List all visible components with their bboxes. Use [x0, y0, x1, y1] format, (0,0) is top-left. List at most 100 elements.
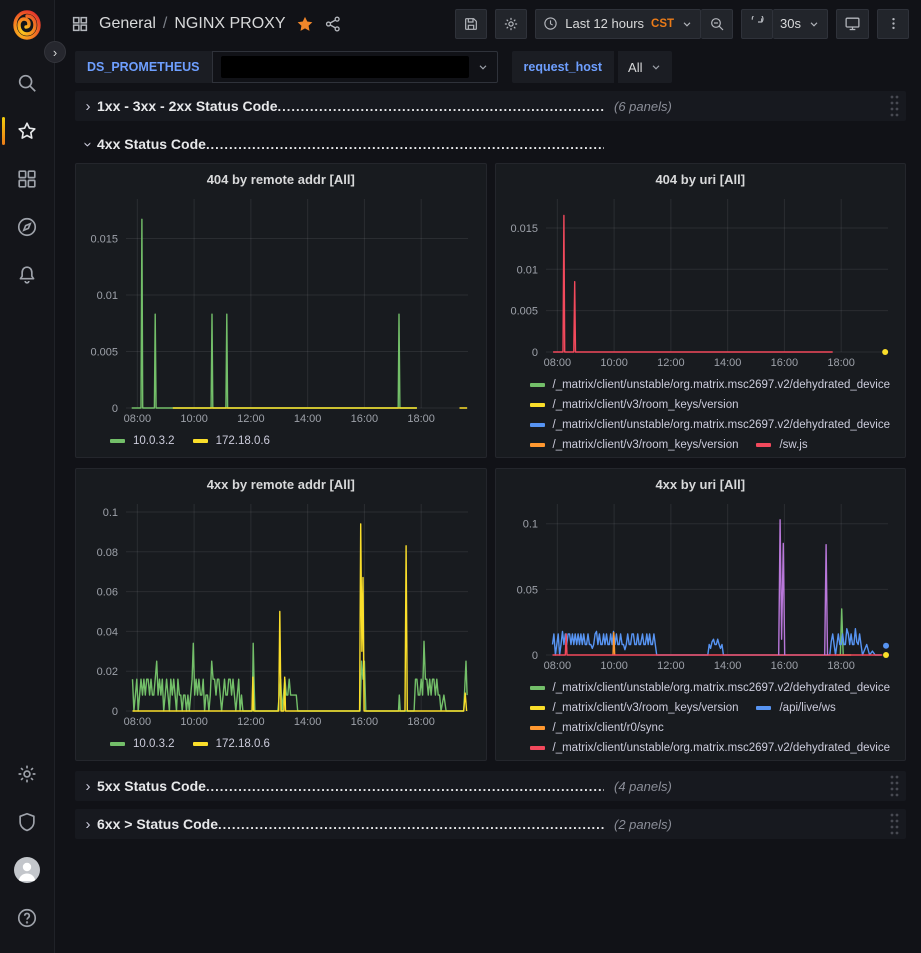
legend-swatch [529, 686, 545, 690]
chevron-right-icon: › [85, 97, 91, 115]
more-options-button[interactable] [877, 8, 909, 39]
svg-text:0.015: 0.015 [90, 234, 118, 246]
legend-item[interactable]: /sw.js [756, 435, 808, 451]
legend-swatch [529, 726, 545, 730]
grafana-logo-icon [13, 10, 41, 40]
panel-title[interactable]: 4xx by remote addr [All] [206, 477, 355, 492]
sidebar-item-explore[interactable] [0, 206, 55, 248]
legend-swatch [529, 746, 545, 750]
panel-grid: 404 by remote addr [All] 0 0.005 0.01 0.015… [75, 163, 906, 761]
grafana-logo[interactable] [12, 10, 42, 40]
breadcrumb[interactable]: General / NGINX PROXY [99, 15, 286, 33]
row-title: 6xx > Status Code [97, 816, 218, 832]
refresh-button[interactable] [741, 8, 774, 39]
chevron-right-icon: › [85, 777, 91, 795]
compass-icon [17, 217, 37, 237]
help-icon [17, 908, 37, 928]
legend-label: /_matrix/client/v3/room_keys/version [552, 702, 739, 714]
svg-text:08:00: 08:00 [124, 716, 152, 728]
caret-down-icon [683, 21, 691, 27]
sidebar-item-alerting[interactable] [0, 254, 55, 296]
legend-item[interactable]: /_matrix/client/r0/sync [529, 718, 664, 738]
page-title: NGINX PROXY [174, 14, 286, 32]
svg-text:08:00: 08:00 [543, 357, 571, 369]
time-range-label: Last 12 hours [565, 16, 645, 31]
sidebar: › [0, 0, 66, 953]
sidebar-item-profile[interactable] [0, 849, 55, 891]
svg-text:12:00: 12:00 [237, 716, 265, 728]
row-1xx-3xx-2xx[interactable]: › 1xx - 3xx - 2xx Status Code ..........… [75, 91, 906, 121]
clock-icon [544, 17, 557, 30]
tv-mode-button[interactable] [836, 8, 869, 39]
sidebar-expand-button[interactable]: › [44, 41, 66, 63]
caret-down-icon [479, 65, 486, 70]
row-4xx[interactable]: › 4xx Status Code ......................… [75, 129, 906, 159]
legend-swatch [192, 742, 208, 746]
svg-text:0.05: 0.05 [516, 584, 537, 596]
breadcrumb-section[interactable]: General [99, 14, 156, 32]
favorite-star-icon[interactable] [296, 15, 314, 33]
refresh-interval-picker[interactable]: 30s [773, 8, 828, 39]
svg-text:0: 0 [112, 706, 118, 718]
legend-item[interactable]: 10.0.3.2 [110, 431, 175, 451]
legend-item[interactable]: /_matrix/client/v3/room_keys/version [529, 698, 739, 718]
sidebar-item-dashboards[interactable] [0, 158, 55, 200]
row-5xx[interactable]: › 5xx Status Code ......................… [75, 771, 906, 801]
sidebar-item-starred[interactable] [0, 110, 55, 152]
panel-title[interactable]: 4xx by uri [All] [655, 477, 746, 492]
svg-text:18:00: 18:00 [407, 716, 435, 728]
legend-item[interactable]: /_matrix/client/unstable/org.matrix.msc2… [529, 415, 890, 435]
star-icon [18, 122, 36, 139]
svg-text:0: 0 [531, 650, 537, 662]
row-leader-dots: ........................................… [205, 136, 604, 152]
dashboard-settings-button[interactable] [495, 8, 528, 39]
timeseries-chart[interactable]: 0 0.02 0.04 0.06 0.08 0.1 08:00 10:00 12:00 14:00… [84, 496, 478, 730]
caret-down-icon [810, 21, 818, 27]
variable-picker-datasource[interactable] [211, 51, 498, 83]
zoom-out-button[interactable] [701, 8, 734, 39]
chart-legend: /_matrix/client/unstable/org.matrix.msc2… [504, 371, 898, 451]
share-icon[interactable] [324, 15, 342, 33]
legend-item[interactable]: /api/live/ws [756, 698, 836, 718]
dashboard-header: General / NGINX PROXY Last 12 hours CST [55, 0, 921, 47]
timeseries-chart[interactable]: 0 0.005 0.01 0.015 08:00 10:00 12:00 14:00 16:00… [84, 191, 478, 427]
row-6xx[interactable]: › 6xx > Status Code ....................… [75, 809, 906, 839]
panel-title[interactable]: 404 by remote addr [All] [206, 172, 355, 187]
panel-4xx-by-uri: 4xx by uri [All] 0 0.05 0.1 08:00 10:00 12:00… [494, 468, 906, 761]
legend-item[interactable]: 172.18.0.6 [192, 734, 270, 754]
timeseries-chart[interactable]: 0 0.05 0.1 08:00 10:00 12:00 14:00 16:00 18:00 [504, 496, 898, 674]
svg-text:0.06: 0.06 [97, 587, 118, 599]
legend-item[interactable]: 10.0.3.2 [110, 734, 175, 754]
row-title: 1xx - 3xx - 2xx Status Code [97, 98, 278, 114]
row-drag-handle[interactable] [889, 93, 900, 119]
svg-text:0.01: 0.01 [516, 264, 537, 276]
legend-label: /_matrix/client/v3/room_keys/version [552, 399, 739, 411]
legend-item[interactable]: /_matrix/client/v3/room_keys/version [529, 435, 738, 451]
legend-item[interactable]: 172.18.0.6 [192, 431, 270, 451]
svg-text:0.005: 0.005 [510, 306, 538, 318]
legend-item[interactable]: /_matrix/client/unstable/org.matrix.msc2… [529, 375, 890, 395]
timeseries-chart[interactable]: 0 0.005 0.01 0.015 08:00 10:00 12:00 14:00 16:00… [504, 191, 898, 371]
variable-label-datasource: DS_PROMETHEUS [75, 51, 212, 83]
dashboards-grid-icon [72, 16, 88, 31]
variables-row: DS_PROMETHEUS request_host All [55, 47, 921, 89]
row-drag-handle[interactable] [889, 811, 900, 837]
legend-item[interactable]: /_matrix/client/unstable/org.matrix.msc2… [529, 738, 890, 754]
svg-text:12:00: 12:00 [657, 357, 685, 369]
sidebar-item-help[interactable] [0, 897, 55, 939]
sidebar-item-configuration[interactable] [0, 753, 55, 795]
row-drag-handle[interactable] [889, 773, 900, 799]
variable-picker-request-host[interactable]: All [618, 51, 673, 83]
sidebar-item-server-admin[interactable] [0, 801, 55, 843]
sidebar-item-search[interactable] [0, 62, 55, 104]
legend-label: 10.0.3.2 [133, 435, 175, 447]
legend-swatch [529, 423, 545, 427]
legend-swatch [110, 742, 125, 746]
legend-item[interactable]: /_matrix/client/v3/room_keys/version [529, 395, 739, 415]
save-dashboard-button[interactable] [455, 8, 488, 39]
panel-404-by-remote-addr: 404 by remote addr [All] 0 0.005 0.01 0.015… [75, 163, 487, 458]
panel-title[interactable]: 404 by uri [All] [655, 172, 746, 187]
time-range-picker[interactable]: Last 12 hours CST [535, 8, 702, 39]
svg-text:16:00: 16:00 [351, 413, 379, 425]
legend-item[interactable]: /_matrix/client/unstable/org.matrix.msc2… [529, 678, 890, 698]
